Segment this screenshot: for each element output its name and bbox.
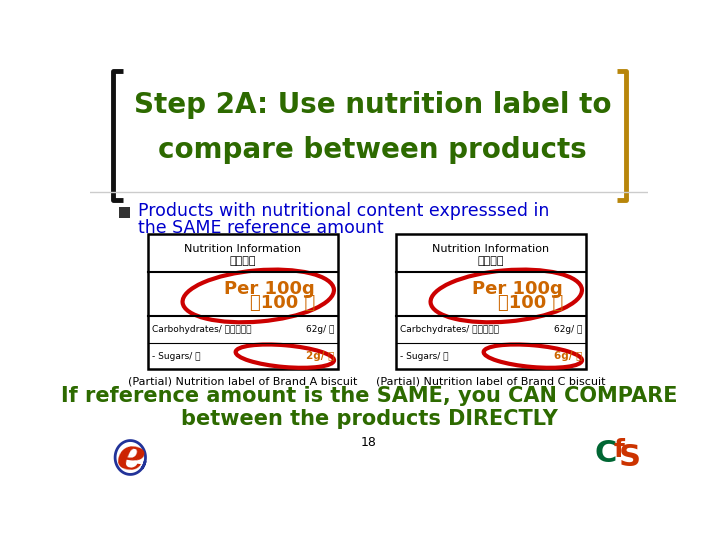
Bar [120, 207, 130, 218]
Text: e: e [112, 434, 148, 481]
Text: (Partial) Nutrition label of Brand C biscuit: (Partial) Nutrition label of Brand C bis… [377, 376, 606, 386]
Text: compare between products: compare between products [158, 136, 588, 164]
Text: Carbohydrates/ 碳水化合物: Carbohydrates/ 碳水化合物 [152, 326, 251, 334]
Bar [396, 234, 586, 369]
Text: Per 100g: Per 100g [472, 280, 563, 298]
Text: Products with nutritional content expresssed in: Products with nutritional content expres… [138, 202, 549, 220]
Text: 營養資料: 營養資料 [230, 256, 256, 266]
Text: Nutrition Information: Nutrition Information [433, 244, 549, 254]
Text: f: f [613, 438, 624, 462]
Bar [148, 234, 338, 369]
Text: Per 100g: Per 100g [225, 280, 315, 298]
Text: 6g/ 克: 6g/ 克 [554, 351, 582, 361]
Text: If reference amount is the SAME, you CAN COMPARE: If reference amount is the SAME, you CAN… [60, 386, 678, 406]
Text: 每100 克: 每100 克 [250, 294, 315, 312]
Text: 每100 克: 每100 克 [498, 294, 563, 312]
Text: - Sugars/ 糖: - Sugars/ 糖 [400, 352, 449, 361]
Text: the SAME reference amount: the SAME reference amount [138, 219, 384, 237]
Text: 18: 18 [361, 436, 377, 449]
Text: (Partial) Nutrition label of Brand A biscuit: (Partial) Nutrition label of Brand A bis… [128, 376, 358, 386]
Text: 62g/ 克: 62g/ 克 [554, 326, 582, 334]
Text: 2g/ 克: 2g/ 克 [306, 351, 334, 361]
Text: - Sugars/ 糖: - Sugars/ 糖 [152, 352, 200, 361]
Text: Carbchydrates/ 碳水化合物: Carbchydrates/ 碳水化合物 [400, 326, 499, 334]
Text: Step 2A: Use nutrition label to: Step 2A: Use nutrition label to [134, 91, 611, 119]
Text: C: C [594, 439, 616, 468]
Text: 62g/ 克: 62g/ 克 [306, 326, 334, 334]
Text: between the products DIRECTLY: between the products DIRECTLY [181, 409, 557, 429]
Text: 營養資料: 營養資料 [478, 256, 504, 266]
Text: Nutrition Information: Nutrition Information [184, 244, 302, 254]
Text: S: S [618, 443, 640, 472]
